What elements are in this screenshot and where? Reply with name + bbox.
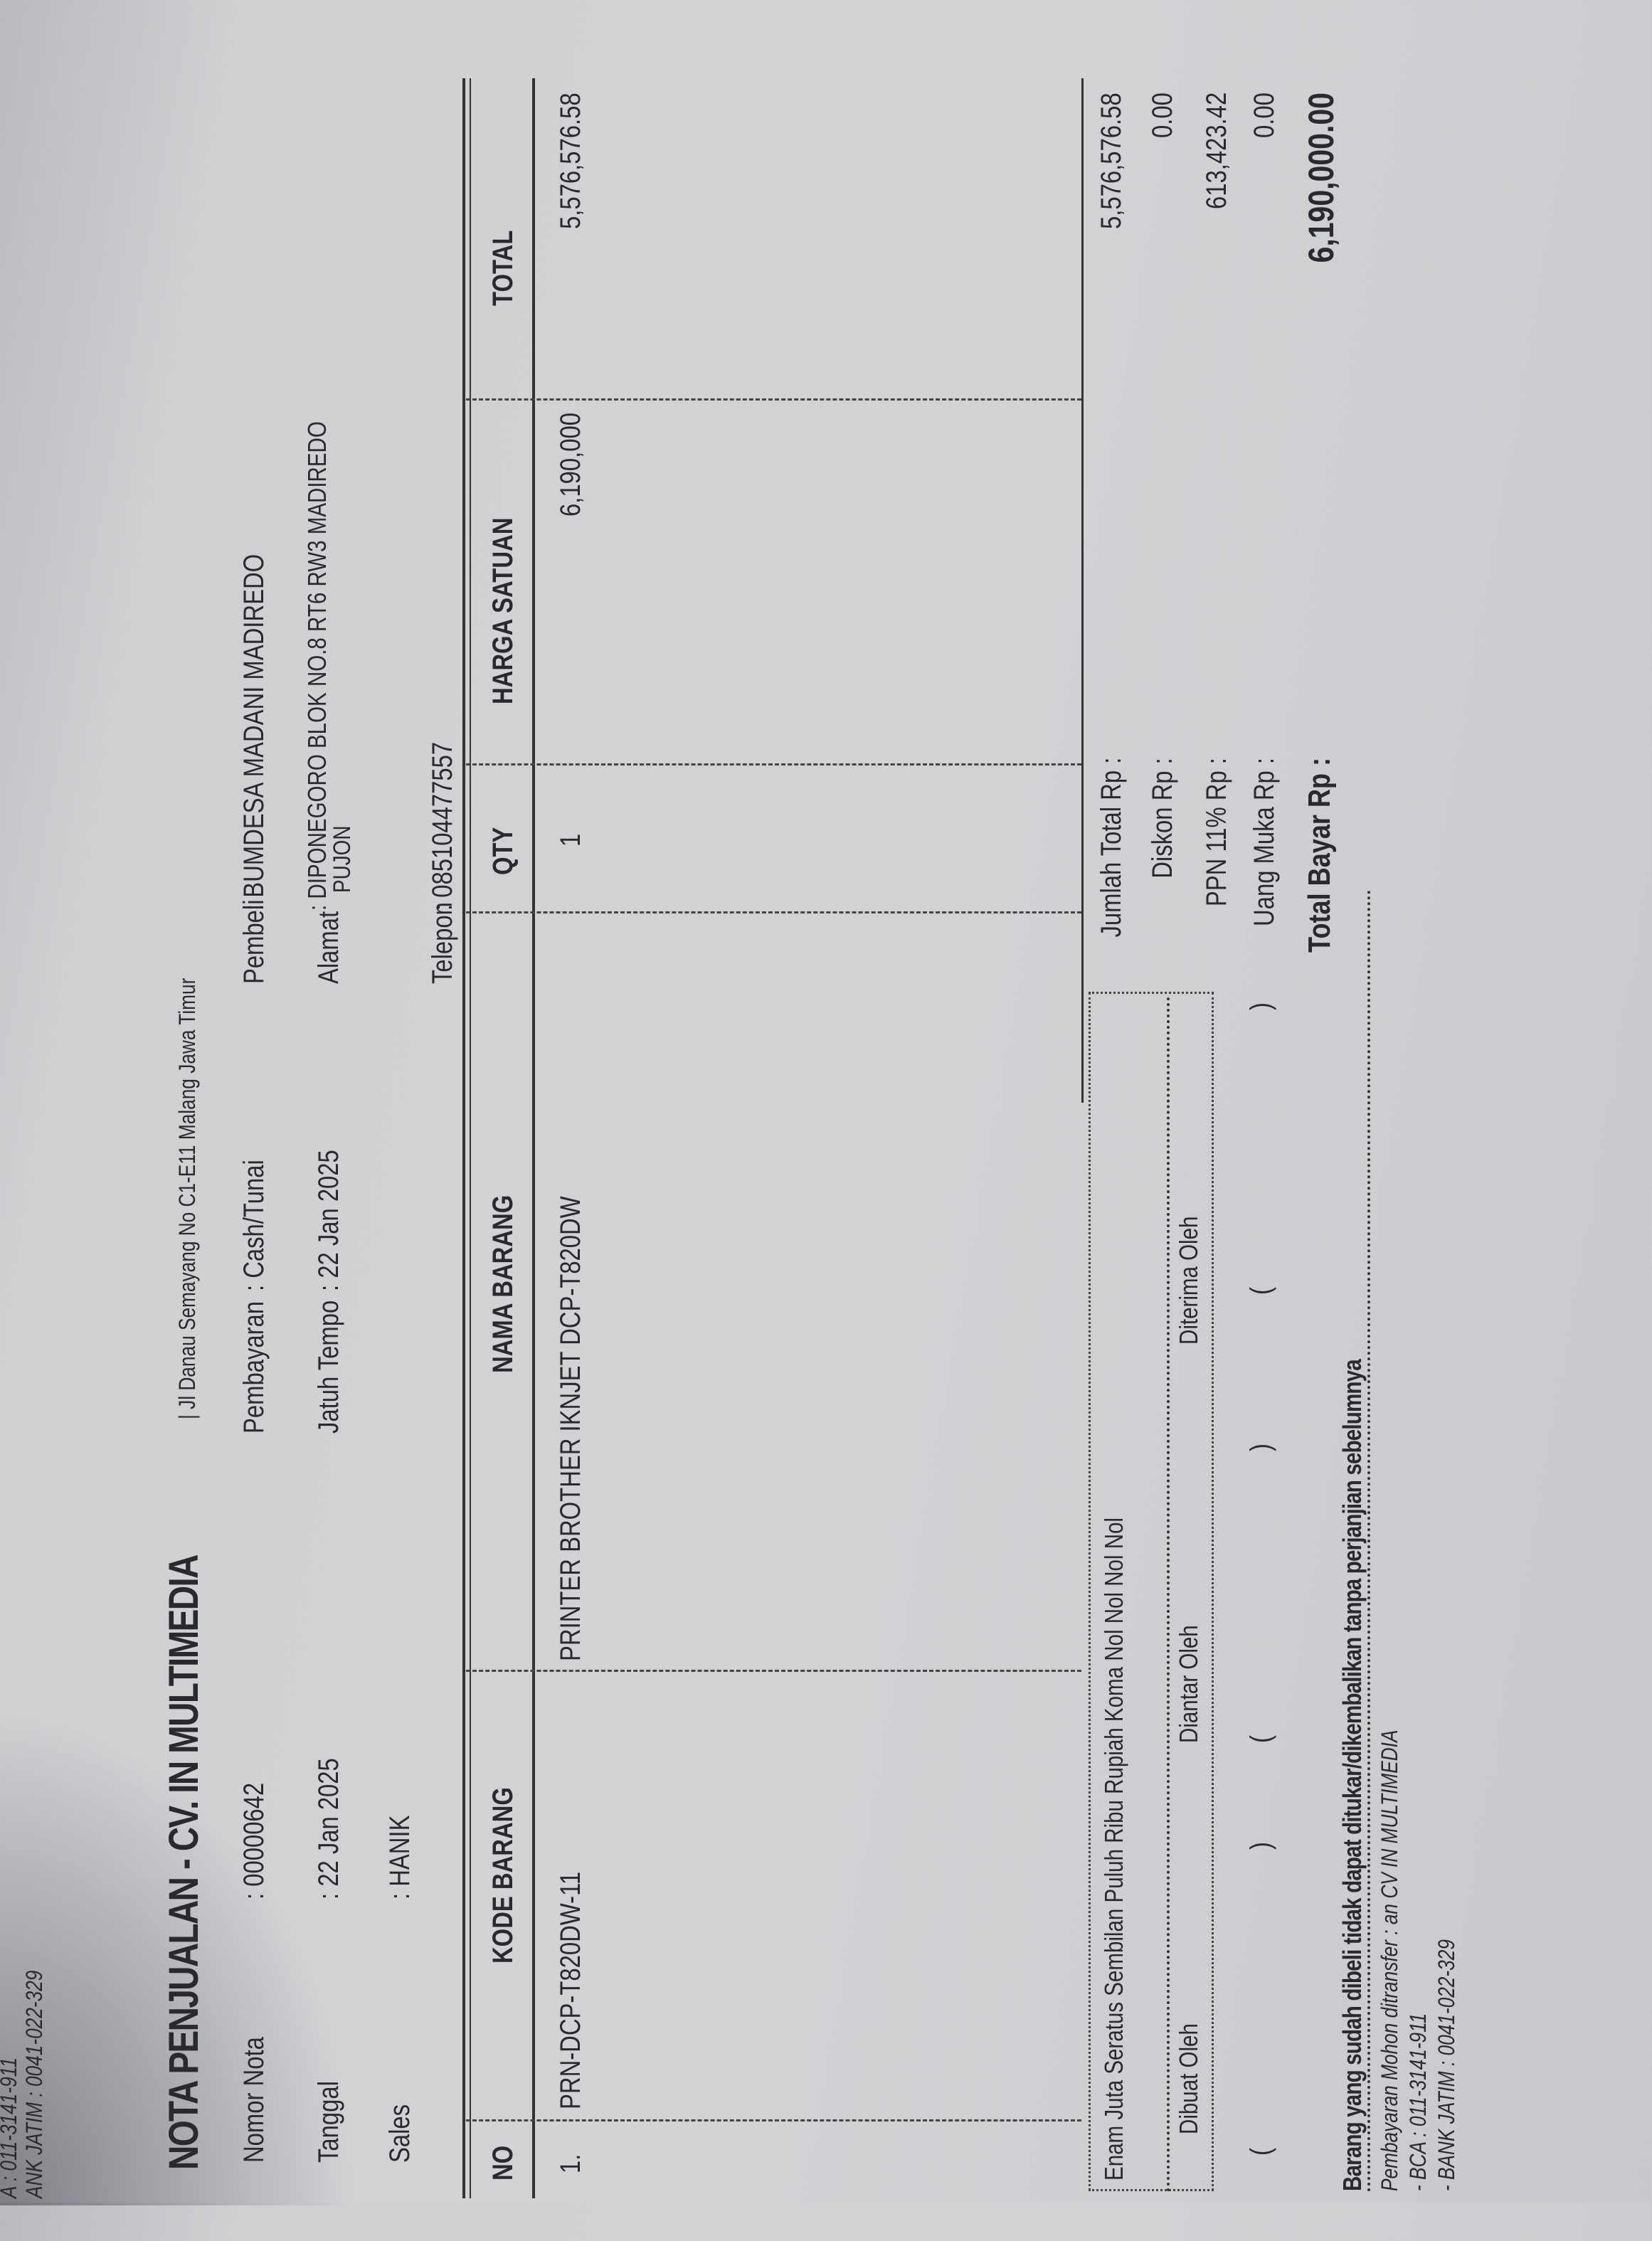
nomor-nota-label: Nomor Nota: [238, 2037, 270, 2163]
dotted-divider: [1367, 889, 1370, 2191]
row-kode: PRN-DCP-T820DW-11: [555, 1871, 586, 2109]
alamat-label: Alamat: [313, 911, 344, 984]
payment-bca: - BCA : 011-3141-911: [1405, 2013, 1431, 2191]
table-top-line-2: [470, 78, 471, 2198]
row-total: 5,576,576.58: [555, 92, 586, 229]
nomor-nota: : 00000642: [238, 1782, 270, 1900]
ppn-value: 613,423.42: [1201, 92, 1232, 210]
diantar-oleh: Diantar Oleh: [1174, 1625, 1203, 1743]
alamat-line-1: : DIPONEGORO BLOK NO.8 RT6 RW3 MADIREDO: [302, 421, 332, 911]
row-qty: 1: [555, 833, 586, 847]
header-harga-satuan: HARGA SATUAN: [487, 517, 519, 704]
box-divider: [1167, 996, 1170, 2191]
sign-open: (: [1245, 1287, 1276, 1295]
tanggal-label: Tanggal: [313, 2081, 344, 2163]
company-address: | Jl Danau Semayang No C1-E11 Malang Jaw…: [174, 978, 200, 1419]
row-nama: PRINTER BROTHER IKNJET DCP-T820DW: [555, 1196, 586, 1661]
pembayaran: : Cash/Tunai: [238, 1160, 270, 1291]
header-no: NO: [487, 2145, 519, 2181]
jumlah-total-label: Jumlah Total Rp :: [1096, 758, 1127, 938]
col-divider: [466, 1670, 1081, 1672]
sign-close: ): [1245, 1842, 1276, 1850]
sales-label: Sales: [384, 2104, 415, 2163]
sign-close: ): [1245, 1002, 1276, 1010]
pembayaran-label: Pembayaran: [238, 1301, 270, 1434]
payment-bank-jatim: - BANK JATIM : 0041-022-329: [1434, 1939, 1459, 2191]
totals-line: [1081, 78, 1084, 1103]
photo-shadow: [0, 1707, 356, 2205]
total-bayar-value: 6,190,000.00: [1301, 92, 1341, 263]
row-harga: 6,190,000: [555, 413, 586, 516]
tanggal: : 22 Jan 2025: [313, 1758, 344, 1900]
diterima-oleh: Diterima Oleh: [1174, 1216, 1203, 1345]
diskon-label: Diskon Rp :: [1147, 758, 1178, 879]
header-nama-barang: NAMA BARANG: [487, 1194, 519, 1373]
sign-open: (: [1245, 1735, 1276, 1743]
sign-open: (: [1245, 2148, 1276, 2156]
uang-muka-label: Uang Muka Rp :: [1249, 758, 1280, 927]
receipt-title: NOTA PENJUALAN - CV. IN MULTIMEDIA: [161, 1555, 207, 2170]
pembeli: : BUMDESA MADANI MADIREDO: [238, 553, 270, 911]
header-qty: QTY: [487, 827, 519, 875]
alamat-line-2: PUJON: [329, 825, 356, 893]
pembeli-label: Pembeli: [238, 899, 270, 984]
telepon-label: Telepon: [427, 902, 458, 984]
prev-bca: A : 011-3141-911: [0, 2057, 21, 2198]
sales: : HANIK: [384, 1815, 415, 1900]
prev-bank: ANK JATIM : 0041-022-329: [21, 1970, 47, 2198]
jatuh-tempo: : 22 Jan 2025: [313, 1150, 344, 1291]
terbilang: Enam Juta Seratus Sembilan Puluh Ribu Ru…: [1099, 1517, 1128, 2181]
return-policy: Barang yang sudah dibeli tidak dapat dit…: [1338, 1360, 1367, 2191]
header-kode-barang: KODE BARANG: [487, 1787, 519, 1964]
header-total: TOTAL: [487, 230, 519, 306]
table-header-line: [532, 78, 535, 2198]
col-divider: [466, 763, 1081, 765]
ppn-label: PPN 11% Rp :: [1201, 758, 1232, 907]
col-divider: [466, 2119, 1081, 2121]
payment-note: Pembayaran Mohon ditransfer : an CV IN M…: [1377, 1729, 1402, 2191]
col-divider: [466, 398, 1081, 401]
uang-muka-value: 0.00: [1249, 92, 1280, 138]
total-bayar-label: Total Bayar Rp :: [1302, 758, 1337, 953]
telepon: : 085104477557: [427, 741, 458, 911]
sign-close: ): [1245, 1443, 1276, 1451]
diskon-value: 0.00: [1147, 92, 1178, 138]
jumlah-total-value: 5,576,576.58: [1096, 92, 1127, 229]
table-top-line: [462, 78, 465, 2198]
col-divider: [466, 911, 1081, 913]
row-no: 1.: [555, 2153, 586, 2173]
dibuat-oleh: Dibuat Oleh: [1174, 2023, 1203, 2134]
jatuh-tempo-label: Jatuh Tempo: [313, 1300, 344, 1434]
